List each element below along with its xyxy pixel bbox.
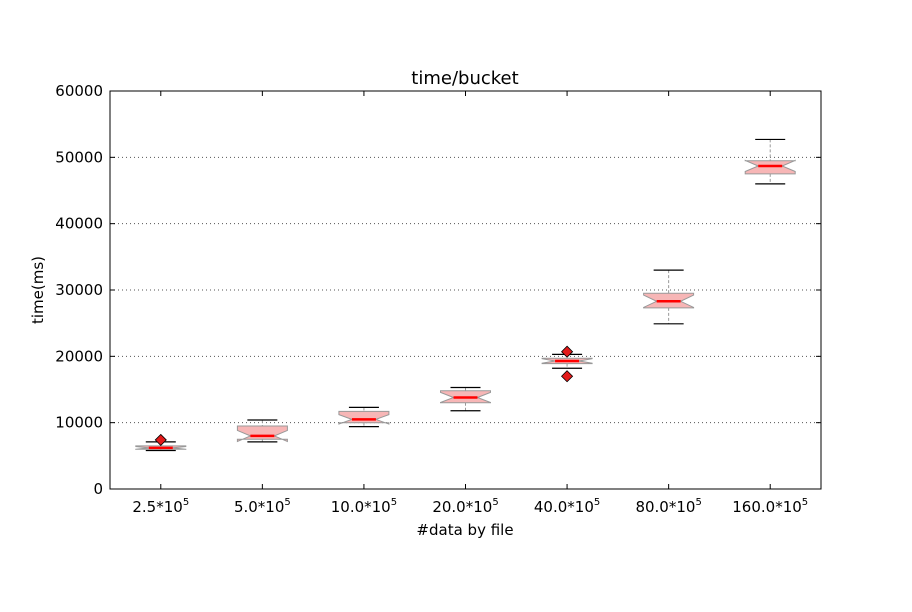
box-group [744,138,796,185]
box-body [236,425,288,443]
y-tick-label: 30000 [55,281,103,299]
y-axis-ticks: 0 10000 20000 30000 40000 50000 60000 [55,82,821,498]
x-tick-label-exponent: 5 [695,497,701,508]
x-tick-label-exponent: 5 [492,497,498,508]
y-tick-label: 20000 [55,347,103,365]
y-tick-label: 40000 [55,215,103,233]
x-tick-label-base: 10.0*10 [331,498,391,516]
box-body [338,410,390,425]
x-tick-label-exponent: 5 [594,497,600,508]
grid-lines [110,156,821,424]
x-tick-label-base: 80.0*10 [635,498,695,516]
box-group [440,386,491,412]
x-tick-label-exponent: 5 [802,497,808,508]
box-group [236,419,288,443]
x-tick-label-exponent: 5 [391,497,397,508]
box-group [338,406,390,428]
box-series [135,138,796,452]
y-tick-label: 60000 [55,82,103,100]
outlier-point [561,370,574,383]
box-group [541,345,593,383]
y-tick-label: 50000 [55,148,103,166]
x-tick-label: 20.0*105 [432,497,498,516]
x-tick-label: 10.0*105 [331,497,397,516]
x-tick-label: 80.0*105 [635,497,701,516]
outlier-point [561,345,574,358]
y-tick-label: 10000 [55,414,103,432]
x-axis-ticks: 2.5*105 5.0*105 10.0*105 20.0*105 40.0*105 80… [132,91,808,516]
y-axis-label: time(ms) [29,256,47,324]
x-tick-label: 2.5*105 [132,497,189,516]
x-axis-label: #data by file [416,521,513,539]
x-tick-label-base: 40.0*10 [534,498,594,516]
x-tick-label-exponent: 5 [183,497,189,508]
x-tick-label: 40.0*105 [534,497,600,516]
y-tick-label: 0 [93,480,103,498]
chart-title: time/bucket [411,68,518,89]
x-tick-label-base: 20.0*10 [432,498,492,516]
x-tick-label-base: 160.0*10 [732,498,802,516]
x-tick-label: 5.0*105 [234,497,291,516]
outlier-point [154,433,167,446]
x-tick-label: 160.0*105 [732,497,808,516]
box-group [135,433,187,452]
x-tick-label-exponent: 5 [284,497,290,508]
box-group [643,269,695,325]
x-tick-label-base: 2.5*10 [132,498,182,516]
x-tick-label-base: 5.0*10 [234,498,284,516]
